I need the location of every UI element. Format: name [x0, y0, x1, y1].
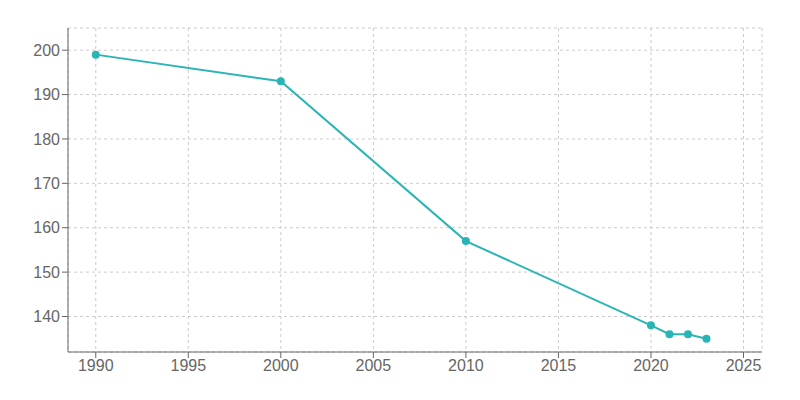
- svg-text:1995: 1995: [170, 357, 206, 374]
- svg-text:170: 170: [33, 175, 60, 192]
- svg-text:2020: 2020: [633, 357, 669, 374]
- svg-text:2015: 2015: [541, 357, 577, 374]
- svg-text:190: 190: [33, 86, 60, 103]
- svg-text:150: 150: [33, 264, 60, 281]
- svg-text:1990: 1990: [78, 357, 114, 374]
- svg-text:180: 180: [33, 131, 60, 148]
- svg-text:2005: 2005: [356, 357, 392, 374]
- svg-text:2010: 2010: [448, 357, 484, 374]
- svg-text:200: 200: [33, 42, 60, 59]
- svg-text:2025: 2025: [726, 357, 762, 374]
- svg-text:2000: 2000: [263, 357, 299, 374]
- svg-text:160: 160: [33, 219, 60, 236]
- svg-text:140: 140: [33, 308, 60, 325]
